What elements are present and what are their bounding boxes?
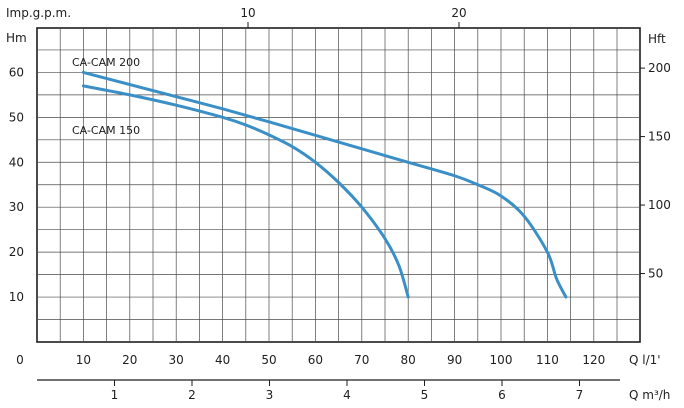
x-primary-tick-label: 100	[490, 353, 513, 367]
x-primary-tick-label: 50	[261, 353, 276, 367]
y-left-tick-label: 10	[9, 290, 24, 304]
x-primary-tick-label: 80	[401, 353, 416, 367]
series-label: CA-CAM 150	[72, 124, 140, 137]
x-primary-tick-label: 110	[536, 353, 559, 367]
series-line-ca-cam-200	[81, 70, 568, 299]
y-left-tick-label: 40	[9, 155, 24, 169]
y-left-tick-label: 60	[9, 65, 24, 79]
y-left-tick-label: 30	[9, 200, 24, 214]
y-right-tick-label: 200	[648, 61, 671, 75]
series-line-ca-cam-150	[81, 84, 410, 299]
x-primary-zero-label: 0	[16, 353, 24, 367]
chart-marks	[81, 70, 568, 299]
x-primary-tick-label: 60	[308, 353, 323, 367]
x-primary-tick-label: 10	[76, 353, 91, 367]
y-left-axis-label: Hm	[6, 31, 27, 45]
y-right-axis-label: Hft	[648, 32, 666, 46]
x-secondary-tick-label: 5	[421, 388, 429, 402]
x-secondary-tick-label: 1	[111, 388, 119, 402]
x-primary-tick-label: 90	[447, 353, 462, 367]
x-top-tick-label: 10	[240, 6, 255, 20]
x-primary-tick-label: 120	[582, 353, 605, 367]
x-primary-axis-label: Q l/1'	[629, 353, 661, 367]
x-secondary-tick-label: 4	[343, 388, 351, 402]
y-right-tick-label: 50	[648, 267, 663, 281]
x-secondary-tick-label: 3	[266, 388, 274, 402]
series-label: CA-CAM 200	[72, 56, 140, 69]
y-left-tick-label: 50	[9, 110, 24, 124]
x-secondary-tick-label: 2	[188, 388, 196, 402]
x-secondary-tick-label: 7	[576, 388, 584, 402]
y-right-tick-label: 100	[648, 198, 671, 212]
x-primary-tick-label: 40	[215, 353, 230, 367]
x-top-tick-label: 20	[451, 6, 466, 20]
x-secondary-axis-label: Q m³/h	[629, 388, 670, 402]
x-top-axis-label: Imp.g.p.m.	[6, 6, 71, 20]
x-secondary-tick-label: 6	[498, 388, 506, 402]
y-left-tick-label: 20	[9, 245, 24, 259]
x-primary-tick-label: 30	[169, 353, 184, 367]
x-primary-tick-label: 70	[354, 353, 369, 367]
y-right-tick-label: 150	[648, 130, 671, 144]
x-primary-tick-label: 20	[122, 353, 137, 367]
